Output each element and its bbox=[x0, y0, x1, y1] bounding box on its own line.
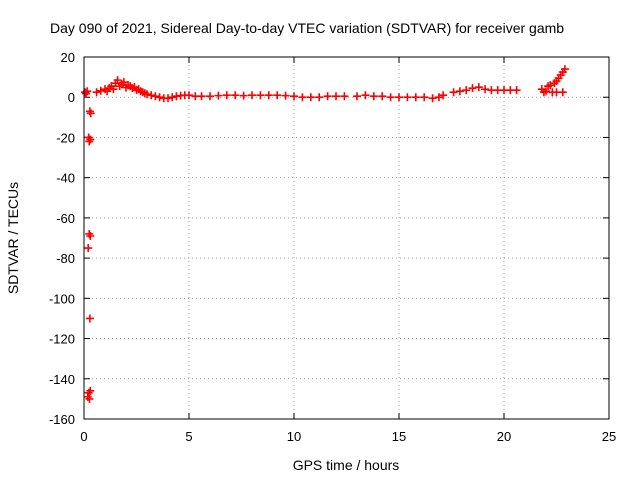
data-point bbox=[315, 93, 324, 102]
data-point bbox=[468, 84, 477, 93]
data-point bbox=[395, 93, 403, 102]
y-tick-label: -20 bbox=[56, 130, 75, 145]
x-tick-label: 25 bbox=[602, 429, 616, 444]
data-point bbox=[449, 88, 458, 97]
data-point bbox=[92, 88, 101, 97]
data-point bbox=[558, 88, 567, 97]
y-tick-label: -100 bbox=[49, 291, 75, 306]
y-tick-label: -140 bbox=[49, 372, 75, 387]
data-point bbox=[411, 93, 420, 102]
y-tick-label: 20 bbox=[61, 50, 75, 65]
data-point bbox=[185, 91, 193, 100]
data-point bbox=[386, 93, 395, 102]
data-point bbox=[298, 93, 307, 102]
x-tick-label: 10 bbox=[287, 429, 301, 444]
data-point bbox=[361, 91, 370, 100]
data-point bbox=[378, 92, 387, 101]
data-point bbox=[256, 91, 265, 100]
data-point bbox=[155, 93, 164, 102]
data-point bbox=[86, 109, 95, 118]
data-point bbox=[403, 93, 412, 102]
data-point bbox=[560, 65, 569, 74]
data-point bbox=[206, 92, 214, 101]
data-point bbox=[147, 91, 156, 100]
x-tick-label: 20 bbox=[497, 429, 511, 444]
data-point bbox=[323, 92, 332, 101]
data-points bbox=[81, 65, 569, 403]
data-point bbox=[369, 92, 378, 101]
data-point bbox=[113, 76, 122, 85]
data-point bbox=[84, 244, 93, 253]
plot-frame bbox=[83, 56, 610, 420]
data-point bbox=[231, 91, 240, 100]
data-point bbox=[264, 91, 273, 100]
data-point bbox=[481, 85, 490, 94]
y-axis-label: SDTVAR / TECUs bbox=[5, 182, 21, 294]
data-point bbox=[420, 93, 429, 102]
data-point bbox=[164, 94, 172, 103]
data-point bbox=[290, 92, 298, 101]
data-point bbox=[143, 90, 151, 99]
data-point bbox=[85, 314, 94, 323]
data-point bbox=[542, 87, 550, 96]
data-point bbox=[462, 86, 471, 95]
data-point bbox=[332, 92, 340, 101]
data-point bbox=[455, 87, 464, 96]
data-point bbox=[340, 92, 349, 101]
data-point bbox=[86, 135, 95, 144]
data-point bbox=[214, 91, 223, 100]
y-tick-label: -120 bbox=[49, 332, 75, 347]
data-point bbox=[546, 81, 555, 90]
data-point bbox=[197, 92, 206, 101]
y-tick-label: -60 bbox=[56, 211, 75, 226]
x-tick-label: 0 bbox=[80, 429, 87, 444]
data-point bbox=[353, 92, 361, 101]
data-point bbox=[85, 394, 94, 403]
x-tick-label: 5 bbox=[185, 429, 192, 444]
chart-title: Day 090 of 2021, Sidereal Day-to-day VTE… bbox=[50, 20, 564, 36]
data-point bbox=[119, 78, 128, 87]
data-point bbox=[273, 91, 282, 100]
x-tick-label: 15 bbox=[392, 429, 406, 444]
data-point bbox=[151, 92, 160, 101]
data-point bbox=[109, 85, 118, 94]
grid-lines bbox=[84, 57, 609, 419]
y-tick-label: -160 bbox=[49, 412, 75, 427]
data-point bbox=[239, 91, 248, 100]
data-point bbox=[428, 94, 437, 103]
data-point bbox=[281, 91, 290, 100]
data-point bbox=[168, 93, 177, 102]
data-point bbox=[248, 91, 256, 100]
y-tick-label: -40 bbox=[56, 171, 75, 186]
data-point bbox=[86, 231, 95, 240]
data-point bbox=[434, 93, 443, 102]
axis-ticks: 20 0 -20 -40 -60 -80 -100 -120 -140 -160 0 5 10 15 20 2… bbox=[49, 50, 616, 444]
x-axis-label: GPS time / hours bbox=[293, 457, 400, 473]
data-point bbox=[306, 93, 315, 102]
data-point bbox=[439, 91, 448, 100]
y-tick-label: 0 bbox=[68, 90, 75, 105]
data-point bbox=[86, 386, 95, 395]
data-point bbox=[222, 91, 231, 100]
y-tick-label: -80 bbox=[56, 251, 75, 266]
data-point bbox=[474, 83, 483, 92]
data-point bbox=[512, 86, 521, 95]
